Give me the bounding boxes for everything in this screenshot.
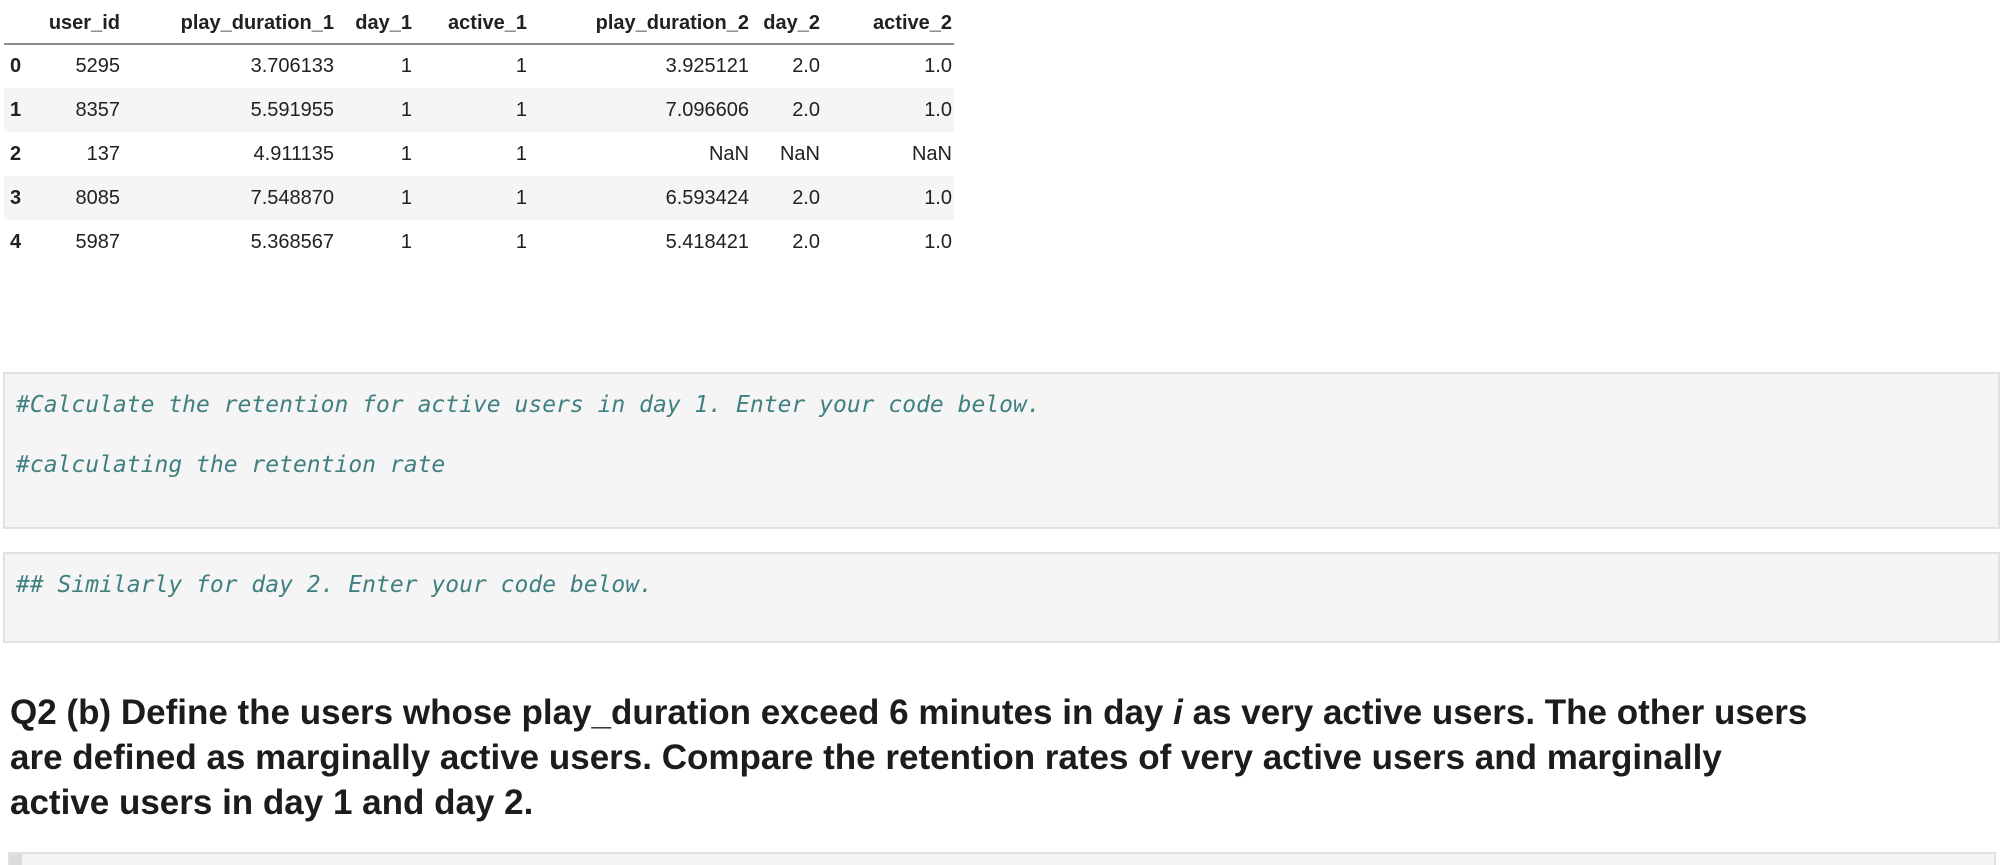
table-cell: 1 (400, 142, 412, 165)
table-cell: 1.0 (924, 98, 952, 121)
row-index: 4 (10, 230, 22, 253)
table-cell: 1 (400, 230, 412, 253)
table-row: 3 8085 7.548870 1 1 6.593424 2.0 1.0 (4, 176, 954, 220)
question-line1-post: as very active users. The other users (1182, 693, 1808, 732)
table-header-row: user_id play_duration_1 day_1 active_1 play_… (4, 4, 954, 45)
table-row: 4 5987 5.368567 1 1 5.418421 2.0 1.0 (4, 220, 954, 264)
table-cell: 1 (515, 230, 527, 253)
cell-left-edge (10, 854, 22, 865)
table-cell: NaN (708, 142, 749, 165)
table-cell: 1 (515, 142, 527, 165)
table-cell: 2.0 (792, 186, 820, 209)
dataframe-table: user_id play_duration_1 day_1 active_1 play_… (4, 4, 954, 264)
next-code-cell-partial[interactable] (8, 852, 1996, 865)
table-cell: 3.706133 (250, 55, 334, 77)
column-header: day_1 (336, 4, 414, 45)
table-cell: 5295 (75, 55, 121, 77)
table-cell: 1 (515, 186, 527, 209)
table-cell: 5.418421 (665, 230, 749, 253)
column-header (4, 4, 26, 45)
column-header: active_1 (414, 4, 529, 45)
question-line2: are defined as marginally active users. … (10, 738, 1722, 777)
table-row: 1 8357 5.591955 1 1 7.096606 2.0 1.0 (4, 88, 954, 132)
column-header: play_duration_2 (529, 4, 751, 45)
table-cell: 1.0 (924, 230, 952, 253)
question-math-var-i: i (1173, 693, 1183, 732)
code-comment-text: ## Similarly for day 2. Enter your code … (16, 572, 653, 598)
table-cell: 5.591955 (250, 98, 334, 121)
table-cell: 6.593424 (665, 186, 749, 209)
table-cell: 5987 (75, 230, 121, 253)
question-q2b-text: Q2 (b) Define the users whose play_durat… (10, 690, 1995, 825)
table-cell: 3.925121 (665, 55, 749, 77)
table-cell: NaN (779, 142, 820, 165)
column-header: play_duration_1 (122, 4, 336, 45)
table-cell: 1 (400, 55, 412, 77)
dataframe-output: user_id play_duration_1 day_1 active_1 play_… (4, 4, 954, 264)
question-line3: active users in day 1 and day 2. (10, 783, 534, 822)
column-header: day_2 (751, 4, 822, 45)
row-index: 0 (10, 55, 22, 77)
table-cell: 1 (515, 98, 527, 121)
table-row: 0 5295 3.706133 1 1 3.925121 2.0 1.0 (4, 44, 954, 88)
column-header: user_id (26, 4, 122, 45)
table-cell: 4.911135 (253, 142, 334, 165)
code-comment-text: #Calculate the retention for active user… (16, 392, 1041, 478)
table-cell: NaN (911, 142, 952, 165)
table-cell: 2.0 (792, 98, 820, 121)
table-cell: 137 (86, 142, 120, 165)
table-cell: 7.548870 (250, 186, 334, 209)
row-index: 3 (10, 186, 22, 209)
table-cell: 8357 (75, 98, 121, 121)
table-cell: 2.0 (792, 230, 820, 253)
row-index: 1 (10, 98, 22, 121)
table-cell: 2.0 (792, 55, 820, 77)
table-cell: 1.0 (924, 186, 952, 209)
table-cell: 1 (400, 98, 412, 121)
row-index: 2 (10, 142, 22, 165)
code-cell-day1-retention[interactable]: #Calculate the retention for active user… (3, 372, 2000, 529)
table-cell: 1 (515, 55, 527, 77)
table-cell: 1 (400, 186, 412, 209)
table-cell: 8085 (75, 186, 121, 209)
table-cell: 5.368567 (250, 230, 334, 253)
table-row: 2 137 4.911135 1 1 NaN NaN NaN (4, 132, 954, 176)
table-cell: 1.0 (924, 55, 952, 77)
code-cell-day2-retention[interactable]: ## Similarly for day 2. Enter your code … (3, 552, 2000, 643)
question-line1-pre: Q2 (b) Define the users whose play_durat… (10, 693, 1174, 732)
column-header: active_2 (822, 4, 954, 45)
table-cell: 7.096606 (665, 98, 749, 121)
